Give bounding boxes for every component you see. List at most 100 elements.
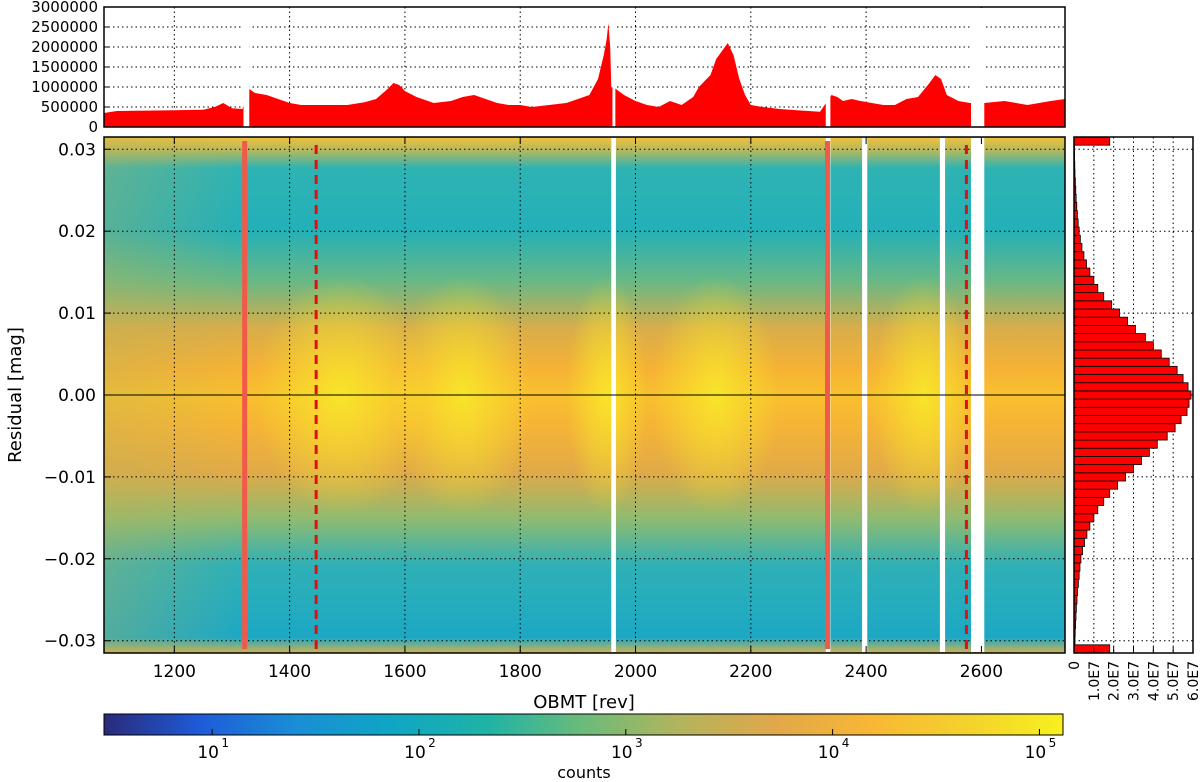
right-histogram-bar-26 — [1073, 431, 1168, 441]
main-ytick-label-1: 0.02 — [58, 222, 96, 242]
right-histogram-bar-38 — [1073, 333, 1146, 343]
main-ytick-label-5: −0.02 — [44, 550, 96, 570]
colorbar-tick-exponent-4: 5 — [1049, 736, 1057, 750]
top-histogram-panel: 0 500000 1000000 1500000 2000000 2500000 30000… — [31, 0, 1066, 136]
colorbar-tick-exponent-3: 4 — [842, 736, 850, 750]
colorbar-tick-exponent-2: 3 — [635, 736, 643, 750]
main-xtick-label-5: 2200 — [729, 662, 772, 682]
right-histogram-bar-46 — [1073, 267, 1091, 277]
main-xtick-label-7: 2600 — [960, 662, 1003, 682]
right-histogram-bar-51 — [1073, 226, 1080, 236]
colorbar-tick-exponent-0: 1 — [221, 736, 229, 750]
right-histogram-bar-25 — [1073, 439, 1158, 449]
colorbar-tick-label-3: 10 — [818, 743, 840, 763]
right-histogram-bar-45 — [1073, 275, 1095, 285]
main-ytick-label-2: 0.01 — [58, 304, 96, 324]
right-histogram-bar-15 — [1073, 521, 1091, 531]
top-histogram-area — [104, 23, 1065, 127]
right-histogram-x-ticks: 0 1.0E7 2.0E7 3.0E7 4.0E7 5.0E7 6.0E7 — [1067, 647, 1200, 701]
right-xtick-label-1: 1.0E7 — [1087, 661, 1103, 701]
right-histogram-bar-10 — [1073, 562, 1081, 572]
right-histogram-bar-34 — [1073, 365, 1178, 375]
top-ytick-label-5: 2500000 — [31, 18, 98, 36]
right-histogram-bar-14 — [1073, 529, 1088, 539]
right-histogram-bar-24 — [1073, 447, 1150, 457]
main-xtick-label-0: 1200 — [153, 662, 196, 682]
right-histogram-bar-33 — [1073, 374, 1184, 384]
top-ytick-label-1: 500000 — [41, 98, 98, 116]
right-histogram-bar-29 — [1073, 406, 1188, 416]
colorbar-label: counts — [557, 763, 610, 782]
right-histogram-bar-21 — [1073, 472, 1126, 482]
top-ytick-label-3: 1500000 — [31, 58, 98, 76]
right-histogram-bar-28 — [1073, 415, 1182, 425]
top-ytick-label-4: 2000000 — [31, 38, 98, 56]
colorbar-tick-label-4: 10 — [1025, 743, 1047, 763]
main-xtick-label-3: 1800 — [499, 662, 542, 682]
x-axis-label: OBMT [rev] — [533, 692, 635, 713]
right-histogram-bar-19 — [1073, 488, 1111, 498]
main-ytick-label-0: 0.03 — [58, 140, 96, 160]
right-xtick-label-3: 3.0E7 — [1127, 661, 1143, 701]
right-histogram-panel: 0 1.0E7 2.0E7 3.0E7 4.0E7 5.0E7 6.0E7 — [1067, 136, 1200, 701]
right-histogram-bar-62 — [1073, 136, 1111, 146]
top-gap-0 — [243, 8, 250, 127]
right-histogram-bar-31 — [1073, 390, 1192, 400]
colorbar-tick-label-1: 10 — [404, 743, 426, 763]
right-histogram-bar-39 — [1073, 324, 1136, 334]
top-ytick-label-6: 3000000 — [31, 0, 98, 16]
right-histogram-bar-36 — [1073, 349, 1162, 359]
top-ytick-label-0: 0 — [88, 118, 98, 136]
colorbar-ticks: 10 1 10 2 10 3 10 4 10 5 — [197, 729, 1056, 763]
heatmap-panel: 0.03 0.02 0.01 0.00 −0.01 −0.02 −0.03 1200 1400… — [5, 136, 1066, 713]
colorbar-tick-exponent-1: 2 — [428, 736, 436, 750]
right-histogram-bar-42 — [1073, 300, 1113, 310]
right-histogram-bar-9 — [1073, 570, 1080, 580]
top-gap-1 — [612, 8, 616, 127]
main-xtick-label-2: 1600 — [383, 662, 426, 682]
main-xtick-label-6: 2400 — [844, 662, 887, 682]
right-histogram-bar-22 — [1073, 464, 1134, 474]
main-xtick-label-4: 2000 — [614, 662, 657, 682]
top-histogram-y-ticks: 0 500000 1000000 1500000 2000000 2500000 30000… — [31, 0, 110, 136]
right-histogram-bar-20 — [1073, 480, 1119, 490]
right-histogram-bar-12 — [1073, 546, 1083, 556]
right-histogram-bar-32 — [1073, 382, 1189, 392]
main-ytick-label-6: −0.03 — [44, 632, 96, 652]
top-ytick-label-2: 1000000 — [31, 78, 98, 96]
right-histogram-bar-44 — [1073, 284, 1099, 294]
right-histogram-bar-11 — [1073, 554, 1082, 564]
right-histogram-bar-23 — [1073, 456, 1142, 466]
right-histogram-bar-48 — [1073, 251, 1085, 261]
right-xtick-label-6: 6.0E7 — [1186, 661, 1200, 701]
right-histogram-bar-35 — [1073, 357, 1170, 367]
colorbar-gradient — [103, 713, 1064, 736]
right-histogram-bar-27 — [1073, 423, 1176, 433]
main-xtick-label-1: 1400 — [268, 662, 311, 682]
right-histogram-bar-43 — [1073, 292, 1105, 302]
right-histogram-bar-18 — [1073, 496, 1105, 506]
right-histogram-bar-47 — [1073, 259, 1087, 269]
main-ytick-label-4: −0.01 — [44, 468, 96, 488]
right-histogram-bars — [1073, 136, 1192, 654]
top-gap-3 — [971, 8, 985, 127]
heatmap-y-ticks: 0.03 0.02 0.01 0.00 −0.01 −0.02 −0.03 — [44, 140, 111, 652]
colorbar-tick-label-2: 10 — [611, 743, 633, 763]
right-histogram-bar-50 — [1073, 234, 1081, 244]
main-ytick-label-3: 0.00 — [58, 386, 96, 406]
top-histogram-gaps — [243, 8, 985, 127]
colorbar-tick-label-0: 10 — [197, 743, 219, 763]
right-xtick-label-5: 5.0E7 — [1166, 661, 1182, 701]
right-histogram-bar-17 — [1073, 505, 1099, 515]
colorbar: 10 1 10 2 10 3 10 4 10 5 counts — [103, 713, 1064, 782]
right-histogram-bar-40 — [1073, 316, 1128, 326]
y-axis-label: Residual [mag] — [5, 327, 26, 463]
right-xtick-label-0: 0 — [1067, 661, 1083, 670]
heatmap-marker-lines — [242, 141, 968, 649]
right-histogram-bar-37 — [1073, 341, 1154, 351]
heatmap-x-ticks: 1200 1400 1600 1800 2000 2200 2400 2600 — [153, 137, 1003, 682]
right-histogram-bar-13 — [1073, 537, 1085, 547]
right-histogram-bar-41 — [1073, 308, 1121, 318]
right-histogram-bar-0 — [1073, 644, 1111, 654]
